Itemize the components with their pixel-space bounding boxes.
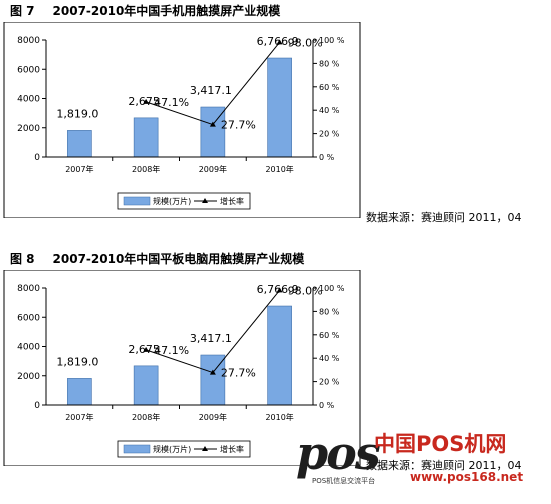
legend-line-marker bbox=[202, 446, 208, 451]
growth-rate-marker bbox=[276, 39, 283, 45]
y2-tick-label: 60 % bbox=[319, 331, 340, 340]
legend-line-label: 增长率 bbox=[220, 444, 244, 454]
x-tick-label: 2010年 bbox=[265, 412, 293, 422]
bar-value-label: 1,819.0 bbox=[56, 355, 98, 368]
y-tick-label: 8000 bbox=[17, 284, 40, 294]
y-tick-label: 6000 bbox=[17, 313, 40, 323]
y2-tick-label: 80 % bbox=[319, 307, 340, 316]
legend-bar-swatch bbox=[123, 196, 151, 206]
watermark-pos-text: pos bbox=[296, 426, 381, 480]
growth-rate-label: 98.0% bbox=[288, 284, 323, 297]
y2-tick-label: 20 % bbox=[319, 378, 340, 387]
chart-frame bbox=[3, 270, 361, 466]
y-tick-label: 2000 bbox=[17, 372, 40, 382]
y-tick-label: 4000 bbox=[17, 95, 40, 105]
legend-bar-swatch bbox=[123, 444, 151, 454]
bar-value-label: 1,819.0 bbox=[56, 107, 98, 120]
bar-value-label: 3,417.1 bbox=[190, 332, 232, 345]
y-tick-label: 0 bbox=[34, 401, 40, 411]
growth-rate-marker bbox=[209, 121, 216, 127]
watermark-logo: pos 中国POS机网 POS机信息交流平台 www.pos168.net bbox=[296, 426, 546, 502]
watermark-site-name: 中国POS机网 bbox=[374, 432, 507, 456]
growth-rate-label: 47.1% bbox=[154, 344, 189, 357]
growth-rate-label: 27.7% bbox=[221, 119, 256, 132]
bar-value-label: 2,675 bbox=[128, 95, 160, 108]
y2-tick-label: 20 % bbox=[319, 130, 340, 139]
y2-tick-label: 40 % bbox=[319, 354, 340, 363]
bar bbox=[67, 130, 92, 158]
bar bbox=[133, 365, 159, 406]
y2-tick-label: 40 % bbox=[319, 106, 340, 115]
growth-rate-label: 47.1% bbox=[154, 96, 189, 109]
source-note: 数据来源：赛迪顾问 2011，04 bbox=[366, 459, 522, 472]
growth-rate-label: 27.7% bbox=[221, 367, 256, 380]
growth-rate-marker bbox=[209, 369, 216, 375]
figure-number: 图 8 bbox=[10, 252, 35, 266]
y2-tick-label: 0 % bbox=[319, 153, 335, 162]
legend-line-marker bbox=[202, 198, 208, 203]
growth-rate-marker bbox=[143, 346, 150, 352]
chart-frame bbox=[3, 22, 361, 218]
y-tick-label: 2000 bbox=[17, 124, 40, 134]
bar-value-label: 3,417.1 bbox=[190, 84, 232, 97]
legend-box bbox=[117, 192, 251, 210]
growth-rate-marker bbox=[276, 287, 283, 293]
legend-line-label: 增长率 bbox=[220, 196, 244, 206]
x-tick-label: 2010年 bbox=[265, 164, 293, 174]
y2-tick-label: 100 % bbox=[319, 284, 345, 293]
figure-7-title-row: 图 7 2007-2010年中国手机用触摸屏产业规模 bbox=[10, 2, 280, 19]
bar-value-label: 6,766.9 bbox=[257, 35, 299, 48]
y-tick-label: 6000 bbox=[17, 65, 40, 75]
watermark-url: www.pos168.net bbox=[410, 470, 524, 484]
y-tick-label: 4000 bbox=[17, 343, 40, 353]
chart-figure-8: 0 2000 4000 6000 8000 0 % 20 % 40 % 60 % 80 % 100 … bbox=[3, 270, 361, 466]
x-tick-label: 2007年 bbox=[65, 164, 93, 174]
y2-tick-label: 100 % bbox=[319, 36, 345, 45]
chart-figure-7: 0 2000 4000 6000 8000 0 % 20 % 40 % 60 % 80 % 100 … bbox=[3, 22, 361, 218]
bar-value-label: 6,766.9 bbox=[257, 283, 299, 296]
legend-bar-label: 规模(万片) bbox=[153, 196, 191, 206]
watermark-subtitle: POS机信息交流平台 bbox=[312, 477, 376, 485]
y2-tick-label: 0 % bbox=[319, 401, 335, 410]
bar bbox=[267, 305, 292, 406]
x-tick-label: 2008年 bbox=[132, 164, 160, 174]
y2-tick-label: 60 % bbox=[319, 83, 340, 92]
figure-number: 图 7 bbox=[10, 4, 35, 18]
y-tick-label: 8000 bbox=[17, 36, 40, 46]
figure-title: 2007-2010年中国平板电脑用触摸屏产业规模 bbox=[52, 252, 305, 266]
bar bbox=[133, 117, 159, 158]
legend-bar-label: 规模(万片) bbox=[153, 444, 191, 454]
growth-rate-label: 98.0% bbox=[288, 36, 323, 49]
bar bbox=[267, 57, 292, 158]
figure-title: 2007-2010年中国手机用触摸屏产业规模 bbox=[52, 4, 281, 18]
figure-8-title-row: 图 8 2007-2010年中国平板电脑用触摸屏产业规模 bbox=[10, 250, 304, 267]
source-note: 数据来源：赛迪顾问 2011，04 bbox=[366, 211, 522, 224]
y2-tick-label: 80 % bbox=[319, 59, 340, 68]
y-tick-label: 0 bbox=[34, 153, 40, 163]
bar-value-label: 2,675 bbox=[128, 343, 160, 356]
bar bbox=[67, 378, 92, 406]
x-tick-label: 2007年 bbox=[65, 412, 93, 422]
x-tick-label: 2009年 bbox=[199, 412, 227, 422]
growth-rate-marker bbox=[143, 98, 150, 104]
x-tick-label: 2009年 bbox=[199, 164, 227, 174]
legend-box bbox=[117, 440, 251, 458]
x-tick-label: 2008年 bbox=[132, 412, 160, 422]
